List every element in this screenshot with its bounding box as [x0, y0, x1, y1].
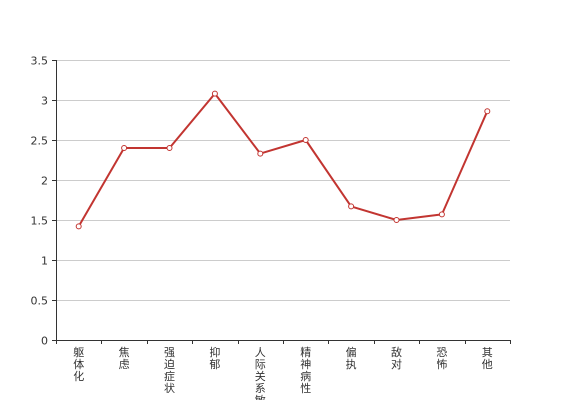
x-tick-label-5: 精神病性 [300, 346, 311, 395]
y-tick-label-4: 2 [41, 175, 48, 188]
x-tick-label-9: 其他 [482, 346, 493, 371]
x-tick-label-3: 抑郁 [209, 345, 220, 371]
data-point-2 [166, 145, 173, 151]
data-point-9 [484, 108, 491, 115]
data-point-3 [211, 90, 218, 97]
y-tick-label-7: 3.5 [31, 55, 49, 68]
data-point-6 [348, 203, 355, 210]
y-tick-labels: 0 0.5 1 1.5 2 2.5 3 3.5 [31, 55, 49, 348]
x-tick-label-1: 焦虑 [119, 346, 130, 371]
grid-lines [56, 60, 510, 301]
x-tick-label-4: 人际关系敏感 [255, 346, 266, 400]
y-tick-label-5: 2.5 [31, 135, 49, 148]
axes [52, 60, 511, 344]
data-point-0 [75, 223, 82, 230]
x-tick-label-8: 恐怖 [436, 346, 447, 371]
data-point-4 [257, 150, 264, 157]
x-tick-label-6: 偏执 [346, 345, 357, 371]
y-tick-label-0: 0 [41, 335, 48, 348]
y-tick-label-1: 0.5 [31, 295, 49, 308]
data-point-7 [393, 217, 400, 223]
data-point-1 [121, 145, 128, 151]
data-point-8 [438, 211, 445, 218]
x-tick-label-2: 强迫症状 [164, 346, 175, 395]
data-point-5 [302, 137, 309, 143]
series-layer [75, 90, 491, 230]
x-tick-label-7: 敌对 [391, 345, 402, 371]
y-tick-label-3: 1.5 [31, 215, 49, 228]
y-tick-label-6: 3 [41, 95, 48, 108]
y-tick-label-2: 1 [41, 255, 48, 268]
x-tick-label-0: 躯体化 [73, 346, 84, 383]
series-line-0 [77, 92, 489, 227]
x-tick-labels: 躯体化 焦虑 强迫症状 抑郁 人际关系敏感 精神病性 偏执 敌对 恐怖 其他 [73, 345, 493, 400]
